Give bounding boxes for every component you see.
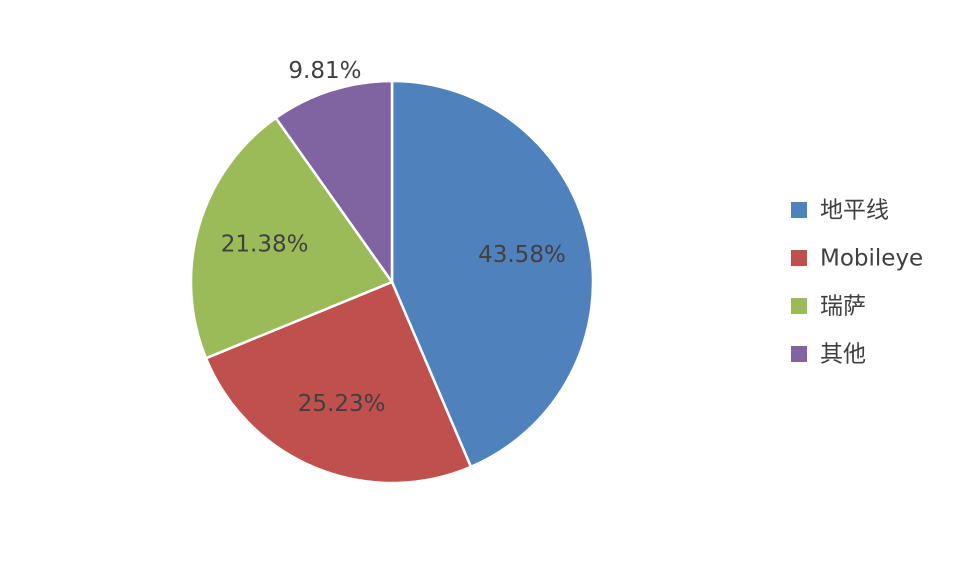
legend-swatch: [791, 250, 807, 266]
legend-label: 瑞萨: [820, 294, 866, 320]
legend-swatch: [791, 202, 807, 218]
legend-label: 地平线: [820, 198, 889, 224]
data-label: 43.58%: [478, 242, 566, 268]
pie-slice: [274, 79, 394, 286]
data-label: 25.23%: [298, 391, 386, 417]
data-label: 9.81%: [288, 58, 361, 84]
legend-label: 其他: [820, 342, 866, 368]
pie-slice: [390, 79, 595, 469]
pie-slice: [189, 116, 394, 360]
data-label: 21.38%: [221, 231, 309, 257]
legend-label: Mobileye: [820, 246, 923, 272]
legend-swatch: [791, 298, 807, 314]
legend-swatch: [791, 346, 807, 362]
